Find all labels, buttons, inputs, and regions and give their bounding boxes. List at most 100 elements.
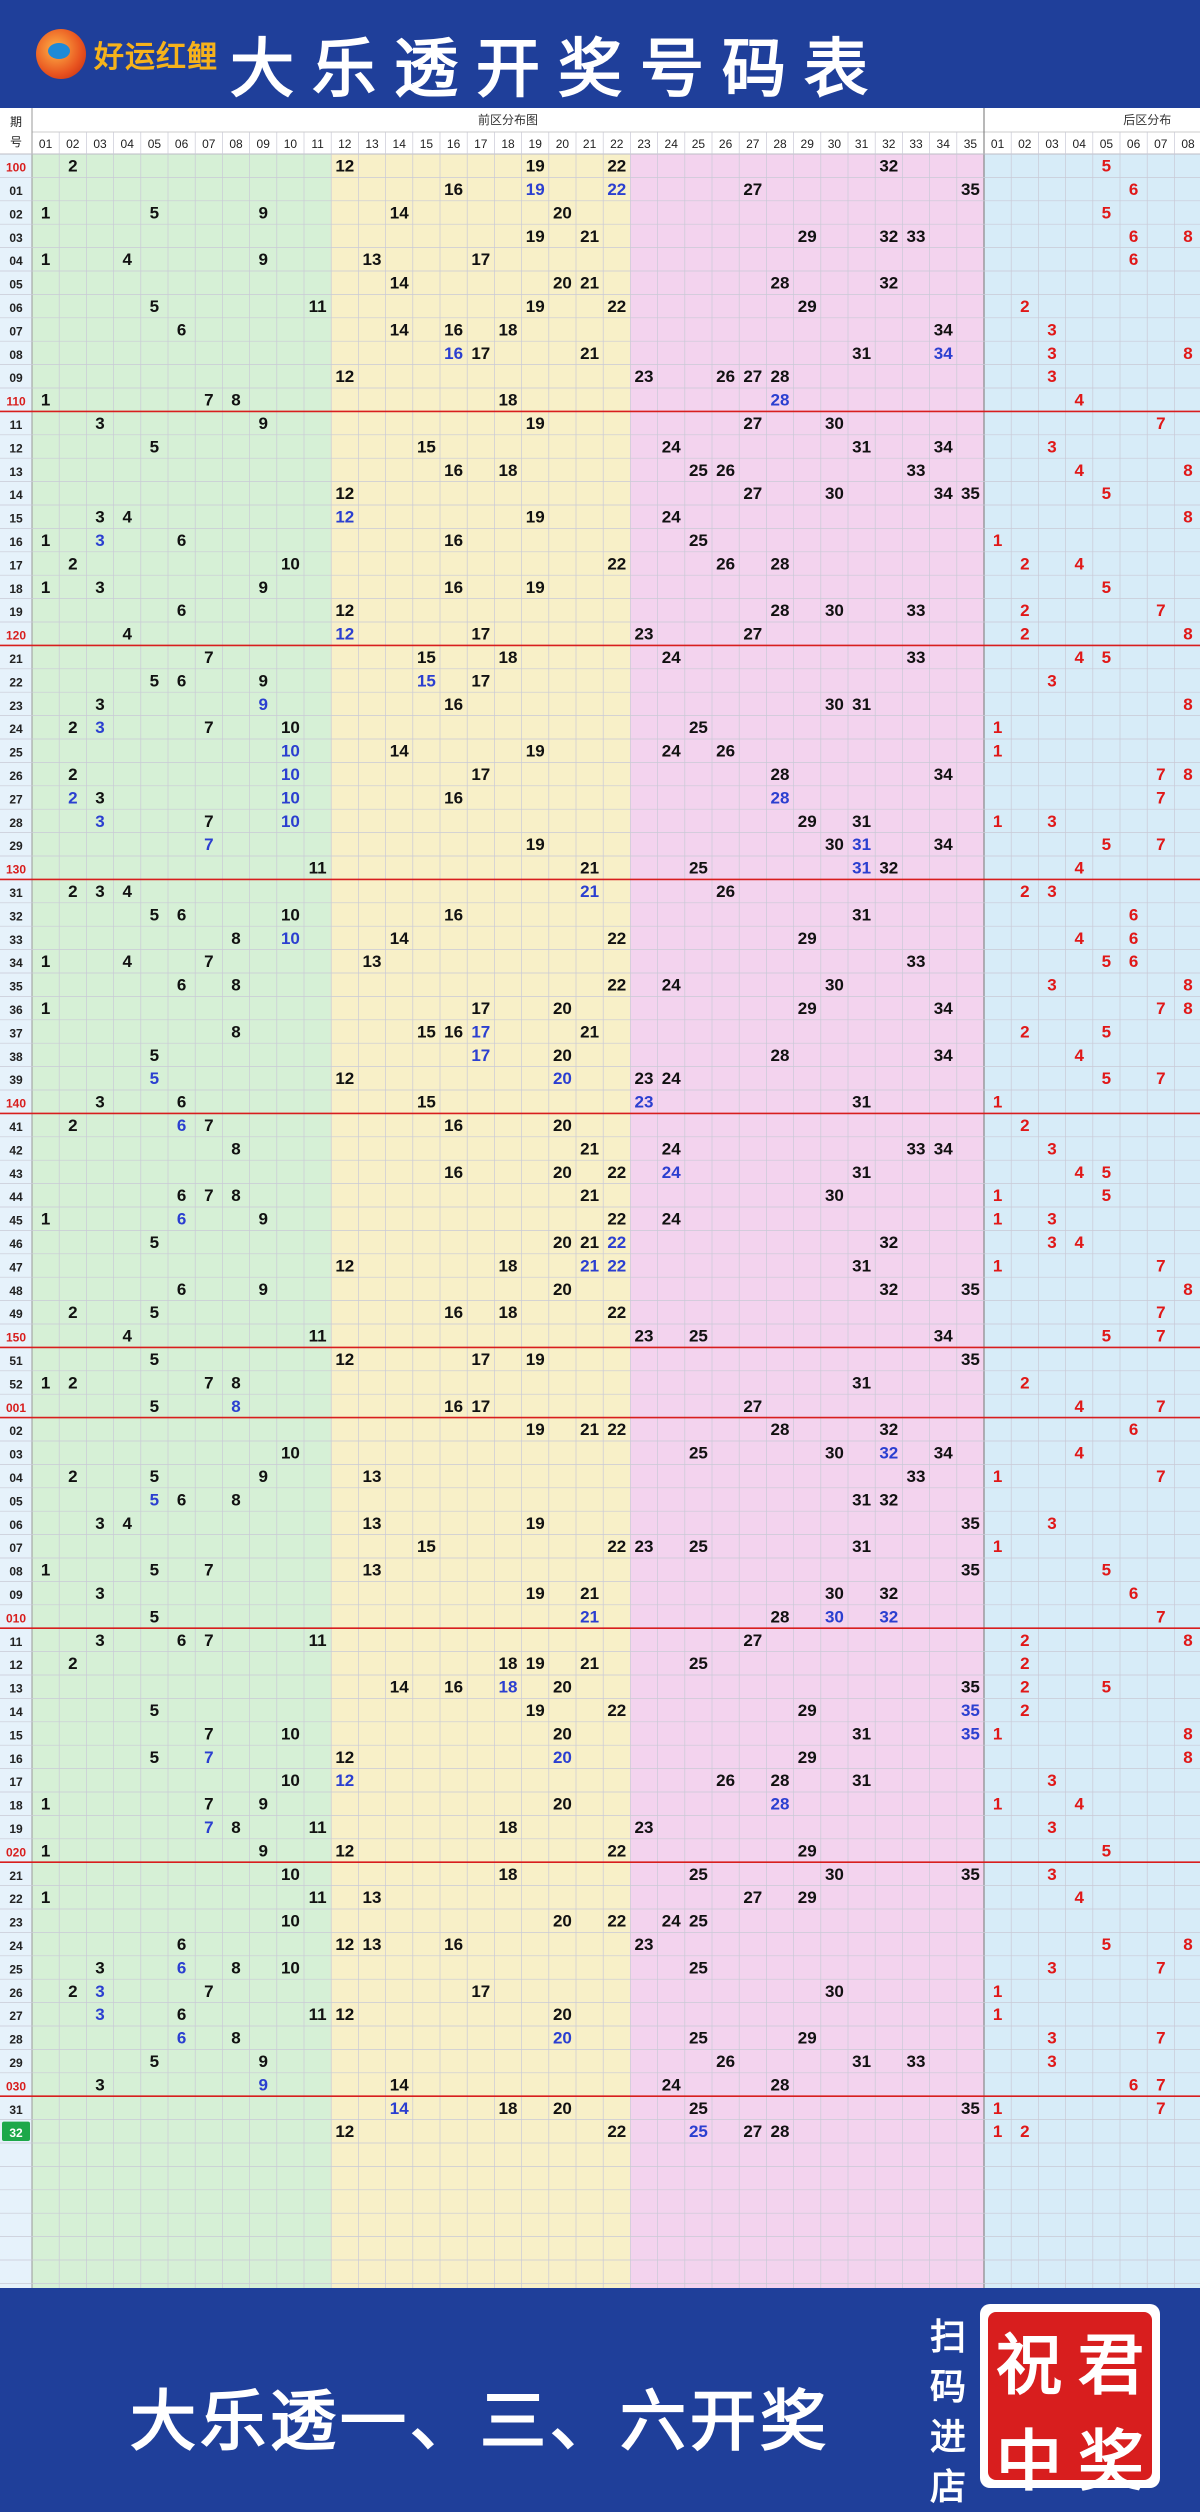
back-ball: 8: [1183, 999, 1192, 1018]
period-number: 26: [9, 769, 23, 783]
front-ball: 17: [471, 765, 490, 784]
front-ball: 32: [879, 859, 898, 878]
period-number: 19: [9, 1822, 23, 1836]
front-ball: 18: [499, 1818, 518, 1837]
front-ball: 34: [934, 835, 953, 854]
front-ball: 16: [444, 1303, 463, 1322]
front-ball: 17: [471, 250, 490, 269]
front-ball: 25: [689, 461, 708, 480]
front-ball: 26: [716, 461, 735, 480]
back-ball: 3: [1047, 1139, 1056, 1158]
front-ball: 34: [934, 1327, 953, 1346]
front-ball: 35: [961, 2099, 980, 2118]
back-ball: 7: [1156, 788, 1165, 807]
back-ball: 2: [1020, 554, 1029, 573]
period-number: 140: [6, 1097, 26, 1111]
back-ball: 4: [1074, 1163, 1084, 1182]
period-number: 010: [6, 1611, 26, 1625]
back-ball: 2: [1020, 1373, 1029, 1392]
period-number: 36: [9, 1003, 23, 1017]
back-ball: 2: [1020, 1678, 1029, 1697]
front-ball: 3: [95, 1514, 104, 1533]
front-ball: 12: [335, 1748, 354, 1767]
front-ball: 18: [499, 648, 518, 667]
front-ball: 3: [95, 1584, 104, 1603]
front-ball: 12: [335, 1841, 354, 1860]
front-ball: 34: [934, 765, 953, 784]
front-ball: 2: [68, 788, 77, 807]
back-ball: 7: [1156, 601, 1165, 620]
front-ball: 25: [689, 1958, 708, 1977]
front-ball: 29: [798, 999, 817, 1018]
period-number: 030: [6, 2079, 26, 2093]
front-ball: 21: [580, 1420, 599, 1439]
back-ball: 8: [1183, 1280, 1192, 1299]
front-ball: 4: [122, 952, 132, 971]
back-ball: 6: [1129, 905, 1138, 924]
front-ball: 20: [553, 1678, 572, 1697]
front-ball: 24: [662, 2075, 681, 2094]
front-ball: 6: [177, 2005, 186, 2024]
front-ball: 31: [852, 835, 871, 854]
front-ball: 6: [177, 320, 186, 339]
front-ball: 15: [417, 1537, 436, 1556]
back-ball: 5: [1102, 1186, 1111, 1205]
front-ball: 10: [281, 1724, 300, 1743]
front-ball: 1: [41, 1561, 50, 1580]
front-ball: 24: [662, 437, 681, 456]
front-ball: 29: [798, 1841, 817, 1860]
front-ball: 12: [335, 2122, 354, 2141]
front-ball: 9: [258, 578, 267, 597]
front-ball: 34: [934, 1444, 953, 1463]
front-ball: 20: [553, 1163, 572, 1182]
period-number: 37: [9, 1026, 23, 1040]
front-ball: 7: [204, 1186, 213, 1205]
back-zone-label: 后区分布: [1123, 113, 1171, 127]
front-ball: 7: [204, 648, 213, 667]
period-number: 41: [9, 1120, 23, 1134]
front-ball: 1: [41, 391, 50, 410]
front-ball: 29: [798, 227, 817, 246]
front-ball: 21: [580, 859, 599, 878]
front-ball: 19: [526, 578, 545, 597]
front-ball: 12: [335, 1256, 354, 1275]
front-column-header: 03: [93, 137, 107, 151]
period-number: 05: [9, 278, 23, 292]
back-ball: 5: [1102, 1022, 1111, 1041]
back-ball: 7: [1156, 835, 1165, 854]
front-ball: 10: [281, 812, 300, 831]
back-ball: 6: [1129, 1584, 1138, 1603]
front-ball: 12: [335, 508, 354, 527]
front-ball: 31: [852, 1373, 871, 1392]
back-ball: 3: [1047, 1818, 1056, 1837]
back-ball: 3: [1047, 437, 1056, 456]
front-ball: 2: [68, 765, 77, 784]
back-column-header: 05: [1100, 137, 1114, 151]
front-ball: 28: [771, 274, 790, 293]
front-ball: 6: [177, 976, 186, 995]
period-number: 06: [9, 301, 23, 315]
back-ball: 1: [993, 2005, 1002, 2024]
back-ball: 7: [1156, 1397, 1165, 1416]
period-number: 51: [9, 1354, 23, 1368]
back-ball: 3: [1047, 976, 1056, 995]
front-ball: 24: [662, 648, 681, 667]
front-ball: 28: [771, 788, 790, 807]
front-ball: 1: [41, 1841, 50, 1860]
good-luck-seal: 祝 君 中 奖: [980, 2304, 1160, 2500]
front-ball: 21: [580, 1654, 599, 1673]
front-band-3: [630, 154, 984, 2288]
front-ball: 19: [526, 742, 545, 761]
front-ball: 10: [281, 554, 300, 573]
period-number: 01: [9, 184, 23, 198]
period-number: 46: [9, 1237, 23, 1251]
front-ball: 12: [335, 625, 354, 644]
front-ball: 17: [471, 1397, 490, 1416]
front-ball: 31: [852, 2052, 871, 2071]
table-header-bg: [0, 108, 1200, 154]
front-ball: 5: [150, 1561, 159, 1580]
front-ball: 22: [607, 1841, 626, 1860]
front-ball: 3: [95, 788, 104, 807]
back-ball: 1: [993, 531, 1002, 550]
front-ball: 20: [553, 1748, 572, 1767]
